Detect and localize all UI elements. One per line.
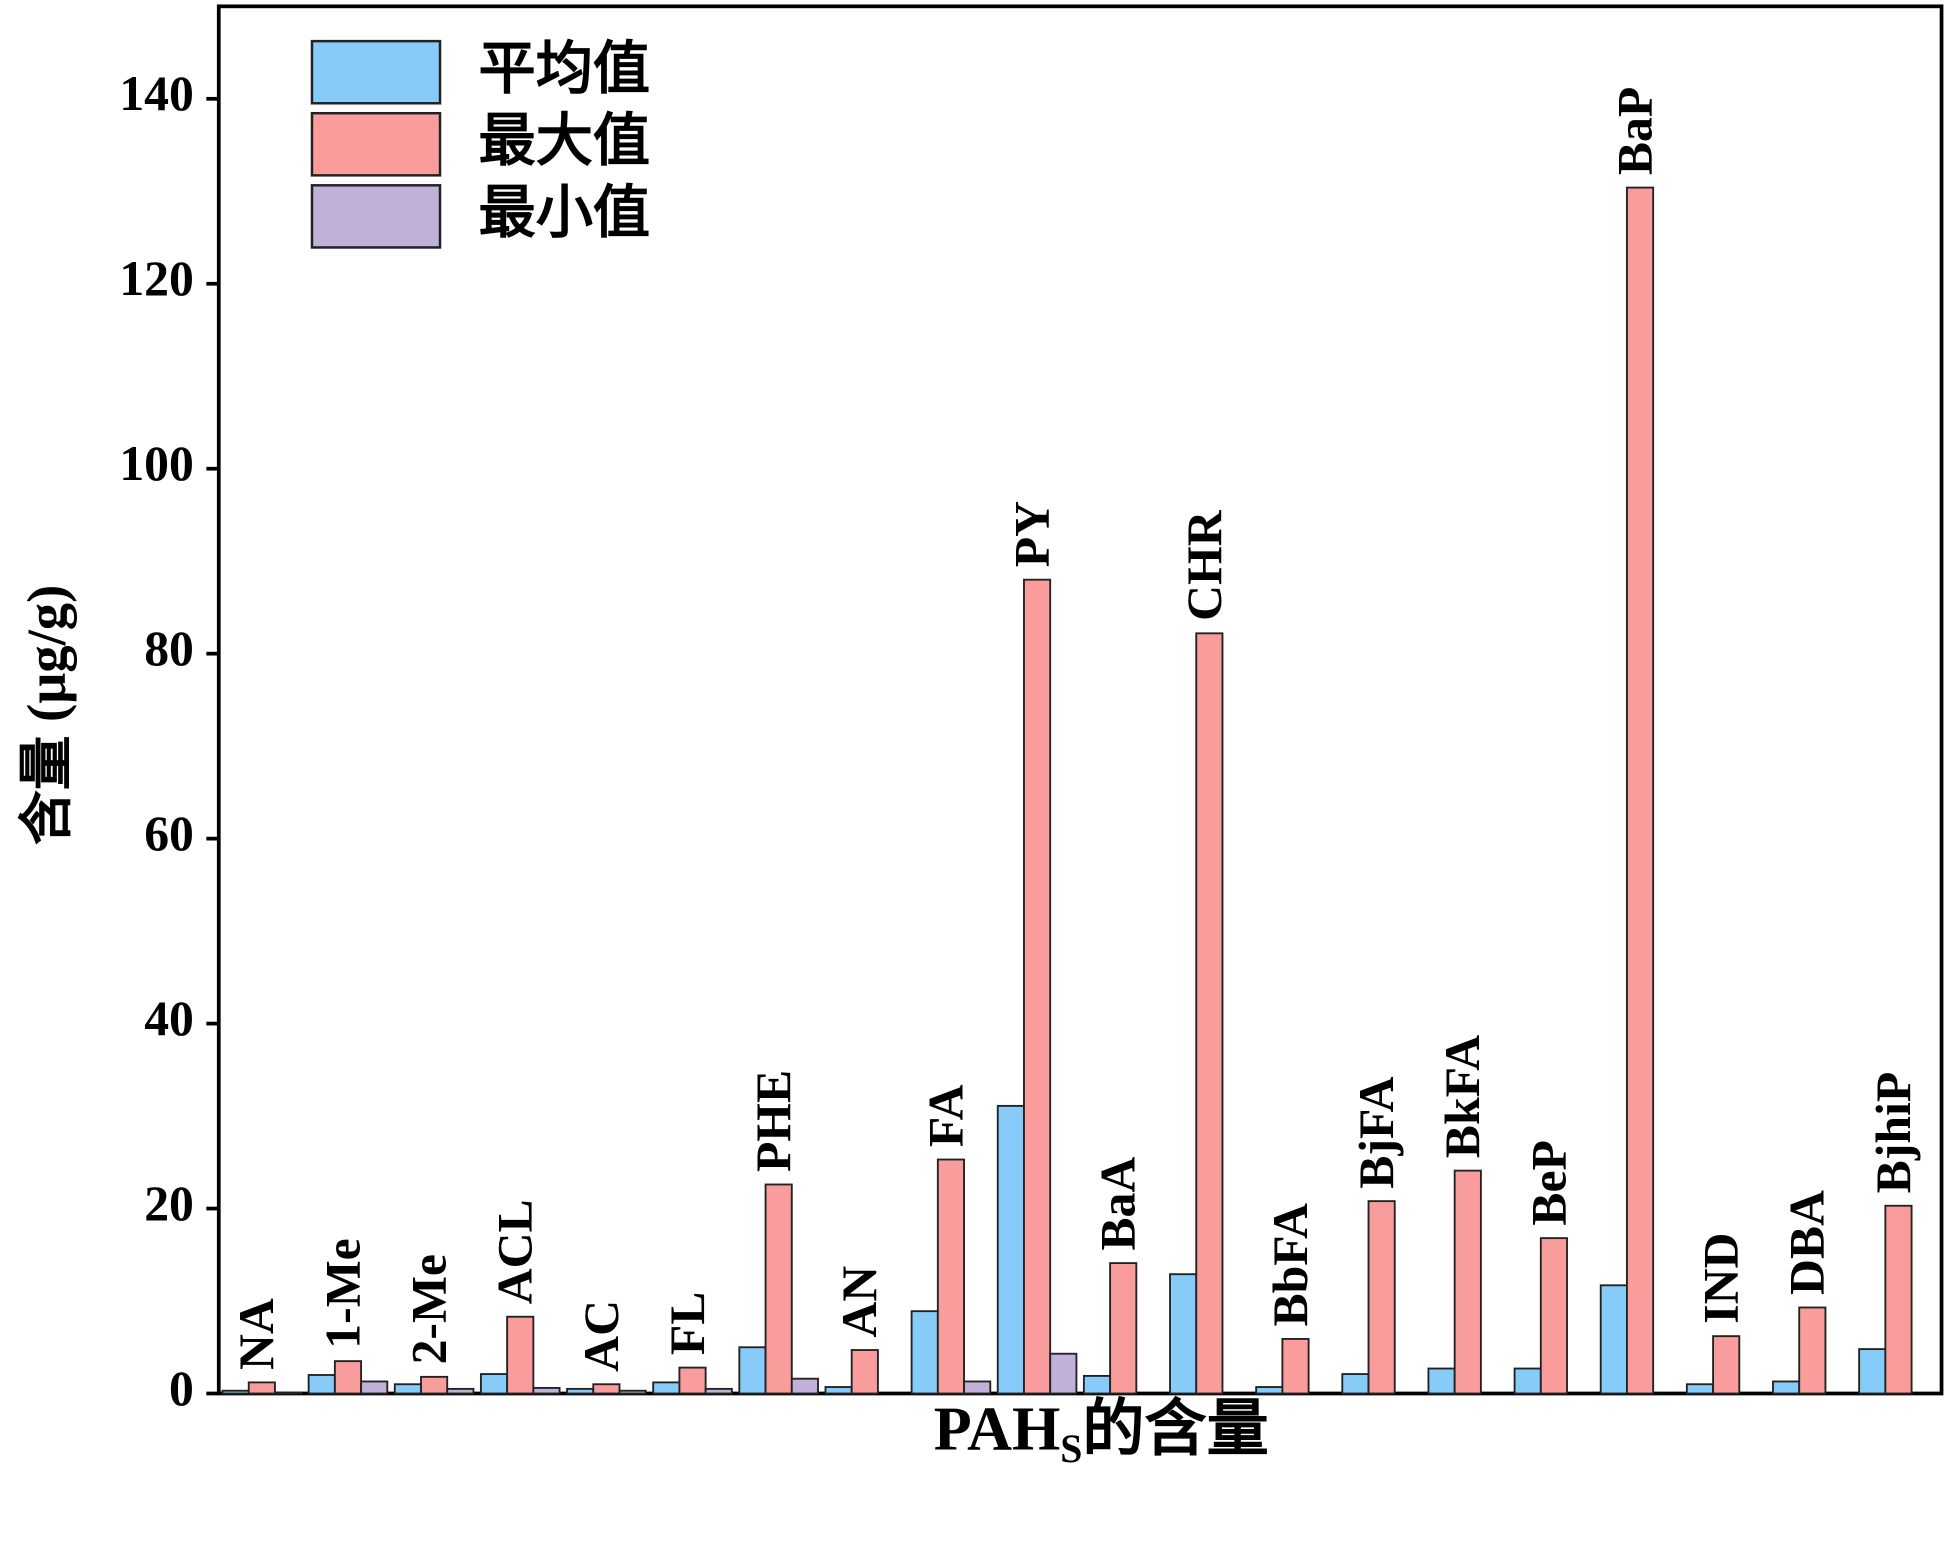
- bar: [963, 1380, 992, 1395]
- bar: [1453, 1169, 1482, 1395]
- y-tick-label: 60: [144, 806, 194, 861]
- bar: [1109, 1262, 1138, 1395]
- bar: [1712, 1335, 1741, 1395]
- bar: [996, 1104, 1025, 1395]
- bar: [532, 1387, 561, 1395]
- bar: [1049, 1352, 1078, 1395]
- bar: [652, 1381, 681, 1395]
- category-label: AC: [574, 1300, 629, 1372]
- category-label: BaP: [1607, 87, 1662, 175]
- y-axis-label: 含量 (μg/g): [16, 585, 77, 845]
- bar: [221, 1389, 250, 1395]
- x-label-rest: 的含量: [1082, 1395, 1268, 1464]
- category-label: PHE: [746, 1070, 801, 1172]
- bar: [479, 1373, 509, 1395]
- bar: [420, 1375, 449, 1395]
- legend-label: 最大值: [479, 110, 650, 173]
- bar: [333, 1360, 363, 1395]
- bar: [764, 1183, 793, 1395]
- bar: [850, 1349, 879, 1395]
- x-label-sub: S: [1060, 1427, 1082, 1471]
- bar: [1772, 1380, 1801, 1395]
- bar: [1281, 1337, 1310, 1395]
- category-label: 2-Me: [402, 1254, 457, 1364]
- category-label: FL: [660, 1292, 715, 1356]
- bar: [274, 1391, 303, 1395]
- y-tick-label: 0: [169, 1361, 194, 1416]
- category-label: BkFA: [1435, 1035, 1490, 1158]
- x-label-main: PAH: [934, 1396, 1061, 1464]
- bar: [1082, 1374, 1112, 1395]
- bar: [592, 1383, 621, 1395]
- category-label: PY: [1004, 501, 1059, 567]
- legend-label: 平均值: [479, 38, 650, 101]
- legend-swatch: [310, 39, 442, 105]
- category-label: BjFA: [1349, 1076, 1404, 1188]
- bar: [910, 1310, 939, 1395]
- bar: [678, 1366, 707, 1395]
- x-axis-label: PAHS的含量: [934, 1395, 1269, 1471]
- bar: [1255, 1386, 1284, 1395]
- category-label: IND: [1694, 1233, 1749, 1324]
- bar: [1023, 578, 1052, 1395]
- bar: [1427, 1367, 1456, 1395]
- category-label: BaA: [1091, 1157, 1146, 1251]
- bar: [1626, 186, 1655, 1395]
- legend-label: 最小值: [479, 182, 650, 245]
- y-tick-label: 20: [144, 1176, 194, 1231]
- bar: [360, 1380, 389, 1395]
- bar: [1341, 1373, 1370, 1395]
- y-tick-label: 120: [119, 251, 194, 306]
- bar: [790, 1377, 819, 1395]
- category-label: FA: [918, 1084, 973, 1147]
- bar: [393, 1383, 422, 1395]
- y-tick-label: 100: [119, 436, 194, 491]
- bar: [704, 1387, 733, 1395]
- legend-swatch: [310, 111, 442, 177]
- category-label: CHR: [1177, 509, 1232, 621]
- bar: [1858, 1348, 1887, 1395]
- plot-frame: [216, 4, 1944, 1396]
- bar: [566, 1387, 595, 1395]
- bar: [506, 1315, 535, 1395]
- bar: [1685, 1383, 1715, 1395]
- bar: [1599, 1284, 1628, 1395]
- bar: [1884, 1204, 1913, 1395]
- category-label: ACL: [488, 1199, 543, 1304]
- bar: [1798, 1306, 1827, 1395]
- category-label: 1-Me: [315, 1238, 370, 1348]
- bar: [1169, 1273, 1198, 1395]
- bar: [1513, 1367, 1542, 1395]
- bar: [446, 1387, 475, 1395]
- bar: [247, 1381, 276, 1395]
- category-label: BjhiP: [1866, 1072, 1921, 1194]
- category-label: NA: [229, 1298, 284, 1370]
- bar: [1539, 1237, 1568, 1395]
- category-label: AN: [832, 1266, 887, 1338]
- bar: [618, 1389, 647, 1395]
- legend-swatch: [310, 184, 442, 249]
- bar: [1195, 632, 1224, 1395]
- category-label: BeP: [1521, 1140, 1576, 1226]
- y-tick-label: 140: [119, 66, 194, 121]
- y-tick-label: 40: [144, 991, 194, 1046]
- category-label: DBA: [1780, 1190, 1835, 1295]
- bar: [936, 1158, 965, 1395]
- bar: [307, 1374, 336, 1395]
- category-label: BbFA: [1263, 1203, 1318, 1326]
- bar: [824, 1386, 853, 1395]
- bar: [738, 1346, 767, 1395]
- bar: [1367, 1200, 1396, 1395]
- y-tick-label: 80: [144, 621, 194, 676]
